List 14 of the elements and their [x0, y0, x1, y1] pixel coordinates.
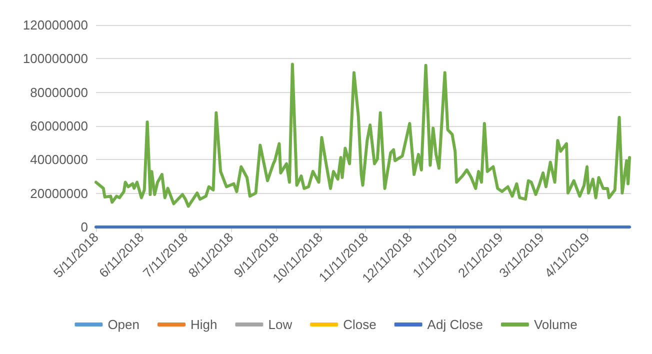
y-tick-label: 0 [80, 220, 88, 234]
legend-label: High [190, 317, 218, 332]
legend-label: Low [268, 317, 293, 332]
y-tick-label: 100000000 [22, 51, 88, 66]
y-tick-label: 40000000 [30, 152, 88, 168]
legend-label: Volume [534, 317, 578, 332]
legend-label: Close [343, 317, 376, 332]
y-tick-label: 120000000 [22, 18, 88, 32]
y-tick-label: 60000000 [30, 118, 88, 134]
y-tick-label: 80000000 [30, 84, 88, 100]
legend-label: Adj Close [427, 317, 483, 332]
y-tick-label: 20000000 [30, 186, 88, 201]
legend-label: Open [108, 317, 140, 332]
line-series [94, 62, 632, 208]
